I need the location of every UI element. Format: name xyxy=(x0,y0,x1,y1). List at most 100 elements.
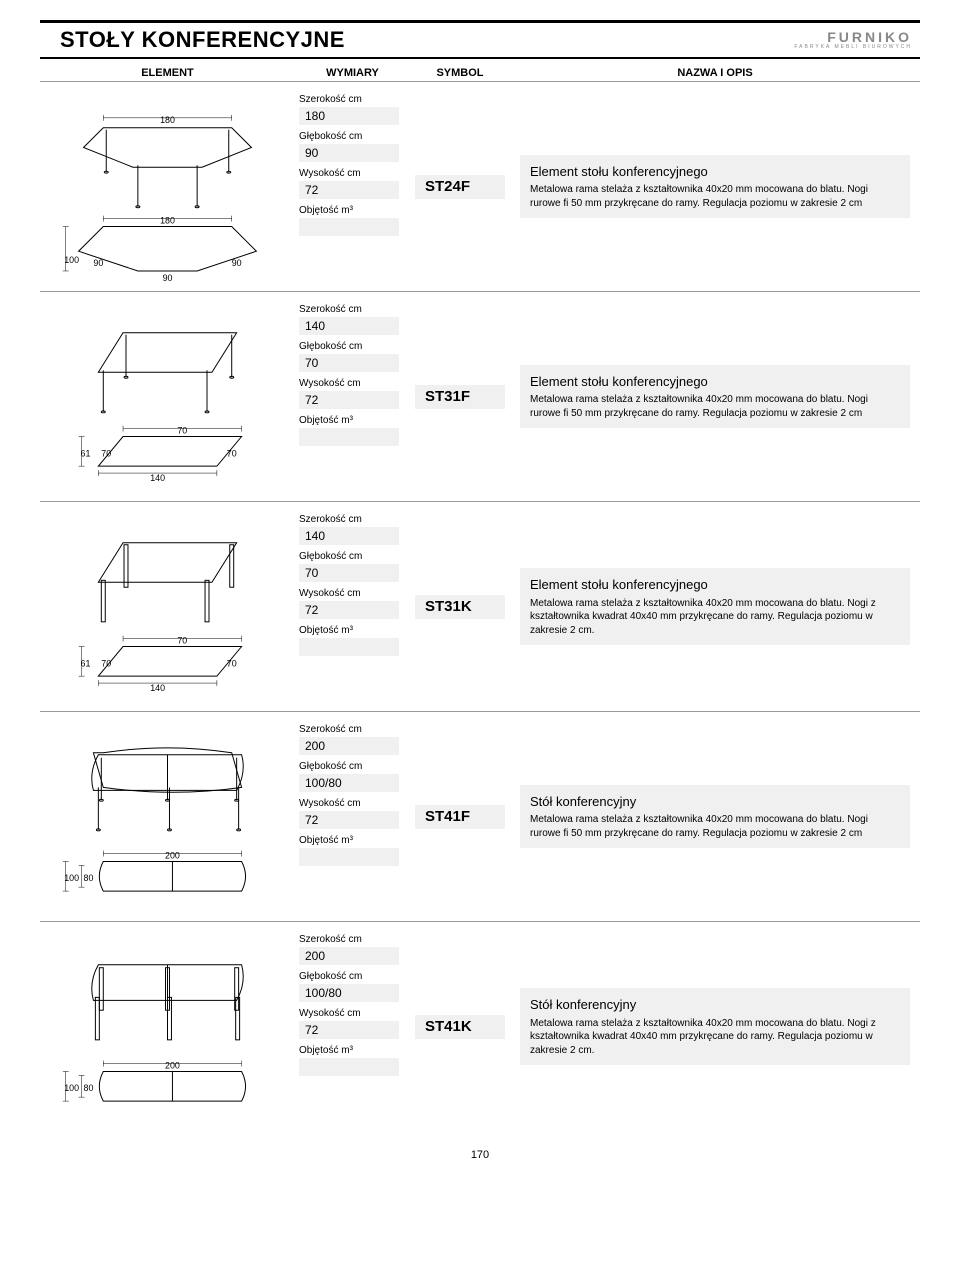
description-col: Stół konferencyjny Metalowa rama stelaża… xyxy=(510,712,920,921)
description-box: Element stołu konferencyjnego Metalowa r… xyxy=(520,568,910,645)
description-box: Element stołu konferencyjnego Metalowa r… xyxy=(520,365,910,429)
dim-label-wys: Wysokość cm xyxy=(299,168,406,179)
product-title: Element stołu konferencyjnego xyxy=(530,163,900,181)
dim-label: 140 xyxy=(150,472,165,482)
dim-label: 70 xyxy=(177,635,187,645)
element-diagram: 200 100 80 xyxy=(40,922,295,1131)
description-box: Element stołu konferencyjnego Metalowa r… xyxy=(520,155,910,219)
description-col: Element stołu konferencyjnego Metalowa r… xyxy=(510,292,920,501)
symbol-code: ST31F xyxy=(415,385,505,409)
dimensions-block: Szerokość cm 140 Głębokość cm 70 Wysokoś… xyxy=(295,292,410,501)
dimensions-block: Szerokość cm 200 Głębokość cm 100/80 Wys… xyxy=(295,712,410,921)
product-title: Stół konferencyjny xyxy=(530,793,900,811)
product-desc: Metalowa rama stelaża z kształtownika 40… xyxy=(530,393,900,420)
brand-logo: FURNIKO FABRYKA MEBLI BIUROWYCH xyxy=(794,30,920,51)
product-desc: Metalowa rama stelaża z kształtownika 40… xyxy=(530,813,900,840)
symbol-code: ST31K xyxy=(415,595,505,619)
dim-label-szer: Szerokość cm xyxy=(299,304,406,315)
page-number: 170 xyxy=(0,1149,960,1161)
dim-label: 70 xyxy=(227,658,237,668)
dim-label-obj: Objętość m³ xyxy=(299,1045,406,1056)
dim-label: 70 xyxy=(101,448,111,458)
dim-value-szer: 200 xyxy=(299,737,399,755)
dim-value-szer: 140 xyxy=(299,317,399,335)
dim-label-gleb: Głębokość cm xyxy=(299,761,406,772)
dim-label: 100 xyxy=(64,1083,79,1093)
element-diagram: 200 100 80 xyxy=(40,712,295,921)
symbol-col: ST31K xyxy=(410,502,510,711)
dim-label: 80 xyxy=(84,1083,94,1093)
product-desc: Metalowa rama stelaża z kształtownika 40… xyxy=(530,597,900,638)
dim-value-szer: 200 xyxy=(299,947,399,965)
symbol-col: ST41F xyxy=(410,712,510,921)
symbol-col: ST24F xyxy=(410,82,510,291)
dim-value-wys: 72 xyxy=(299,601,399,619)
element-diagram: 180 180 100 90 90 90 xyxy=(40,82,295,291)
dim-label: 200 xyxy=(165,1060,180,1070)
dim-value-wys: 72 xyxy=(299,1021,399,1039)
description-box: Stół konferencyjny Metalowa rama stelaża… xyxy=(520,988,910,1065)
element-diagram: 70 61 70 70 140 xyxy=(40,502,295,711)
symbol-col: ST31F xyxy=(410,292,510,501)
product-title: Stół konferencyjny xyxy=(530,996,900,1014)
dim-value-szer: 140 xyxy=(299,527,399,545)
symbol-code: ST24F xyxy=(415,175,505,199)
element-diagram: 70 61 70 70 140 xyxy=(40,292,295,501)
dim-label-szer: Szerokość cm xyxy=(299,724,406,735)
product-desc: Metalowa rama stelaża z kształtownika 40… xyxy=(530,1017,900,1058)
brand-main: FURNIKO xyxy=(794,30,912,44)
page-title: STOŁY KONFERENCYJNE xyxy=(60,27,345,53)
product-row: 70 61 70 70 140 Szerokość cm 140 Głęboko… xyxy=(40,291,920,501)
header-wymiary: WYMIARY xyxy=(295,67,410,79)
dim-label-obj: Objętość m³ xyxy=(299,835,406,846)
dim-label: 70 xyxy=(101,658,111,668)
product-desc: Metalowa rama stelaża z kształtownika 40… xyxy=(530,183,900,210)
dimensions-block: Szerokość cm 200 Głębokość cm 100/80 Wys… xyxy=(295,922,410,1131)
dim-label: 61 xyxy=(81,448,91,458)
product-row: 180 180 100 90 90 90 Szerokość cm 180 Gł… xyxy=(40,81,920,291)
dim-label-szer: Szerokość cm xyxy=(299,934,406,945)
column-headers: ELEMENT WYMIARY SYMBOL NAZWA I OPIS xyxy=(40,67,920,79)
header-symbol: SYMBOL xyxy=(410,67,510,79)
dim-label-obj: Objętość m³ xyxy=(299,415,406,426)
dim-label-gleb: Głębokość cm xyxy=(299,551,406,562)
product-row: 200 100 80 Szerokość cm 200 Głębokość cm… xyxy=(40,711,920,921)
dim-value-gleb: 100/80 xyxy=(299,774,399,792)
dim-value-obj xyxy=(299,638,399,656)
description-box: Stół konferencyjny Metalowa rama stelaża… xyxy=(520,785,910,849)
dim-label-gleb: Głębokość cm xyxy=(299,341,406,352)
dim-label-obj: Objętość m³ xyxy=(299,205,406,216)
symbol-code: ST41K xyxy=(415,1015,505,1039)
dim-label: 90 xyxy=(163,272,173,281)
dim-value-obj xyxy=(299,1058,399,1076)
dim-label: 70 xyxy=(227,448,237,458)
dim-label-gleb: Głębokość cm xyxy=(299,131,406,142)
dim-value-wys: 72 xyxy=(299,811,399,829)
dim-label: 100 xyxy=(64,873,79,883)
dim-value-obj xyxy=(299,848,399,866)
dim-label: 200 xyxy=(165,850,180,860)
dim-label-szer: Szerokość cm xyxy=(299,514,406,525)
description-col: Element stołu konferencyjnego Metalowa r… xyxy=(510,82,920,291)
dim-label-wys: Wysokość cm xyxy=(299,378,406,389)
dim-label-obj: Objętość m³ xyxy=(299,625,406,636)
dim-value-szer: 180 xyxy=(299,107,399,125)
dim-label: 90 xyxy=(232,258,242,268)
dim-label: 70 xyxy=(177,425,187,435)
product-title: Element stołu konferencyjnego xyxy=(530,373,900,391)
dim-label-wys: Wysokość cm xyxy=(299,1008,406,1019)
dim-label: 180 xyxy=(160,114,175,124)
dimensions-block: Szerokość cm 180 Głębokość cm 90 Wysokoś… xyxy=(295,82,410,291)
dimensions-block: Szerokość cm 140 Głębokość cm 70 Wysokoś… xyxy=(295,502,410,711)
dim-value-obj xyxy=(299,218,399,236)
dim-value-wys: 72 xyxy=(299,181,399,199)
symbol-col: ST41K xyxy=(410,922,510,1131)
dim-label: 180 xyxy=(160,215,175,225)
dim-label: 100 xyxy=(64,255,79,265)
dim-value-gleb: 70 xyxy=(299,564,399,582)
dim-label-wys: Wysokość cm xyxy=(299,588,406,599)
dim-label-szer: Szerokość cm xyxy=(299,94,406,105)
header-element: ELEMENT xyxy=(40,67,295,79)
product-row: 70 61 70 70 140 Szerokość cm 140 Głęboko… xyxy=(40,501,920,711)
product-row: 200 100 80 Szerokość cm 200 Głębokość cm… xyxy=(40,921,920,1131)
